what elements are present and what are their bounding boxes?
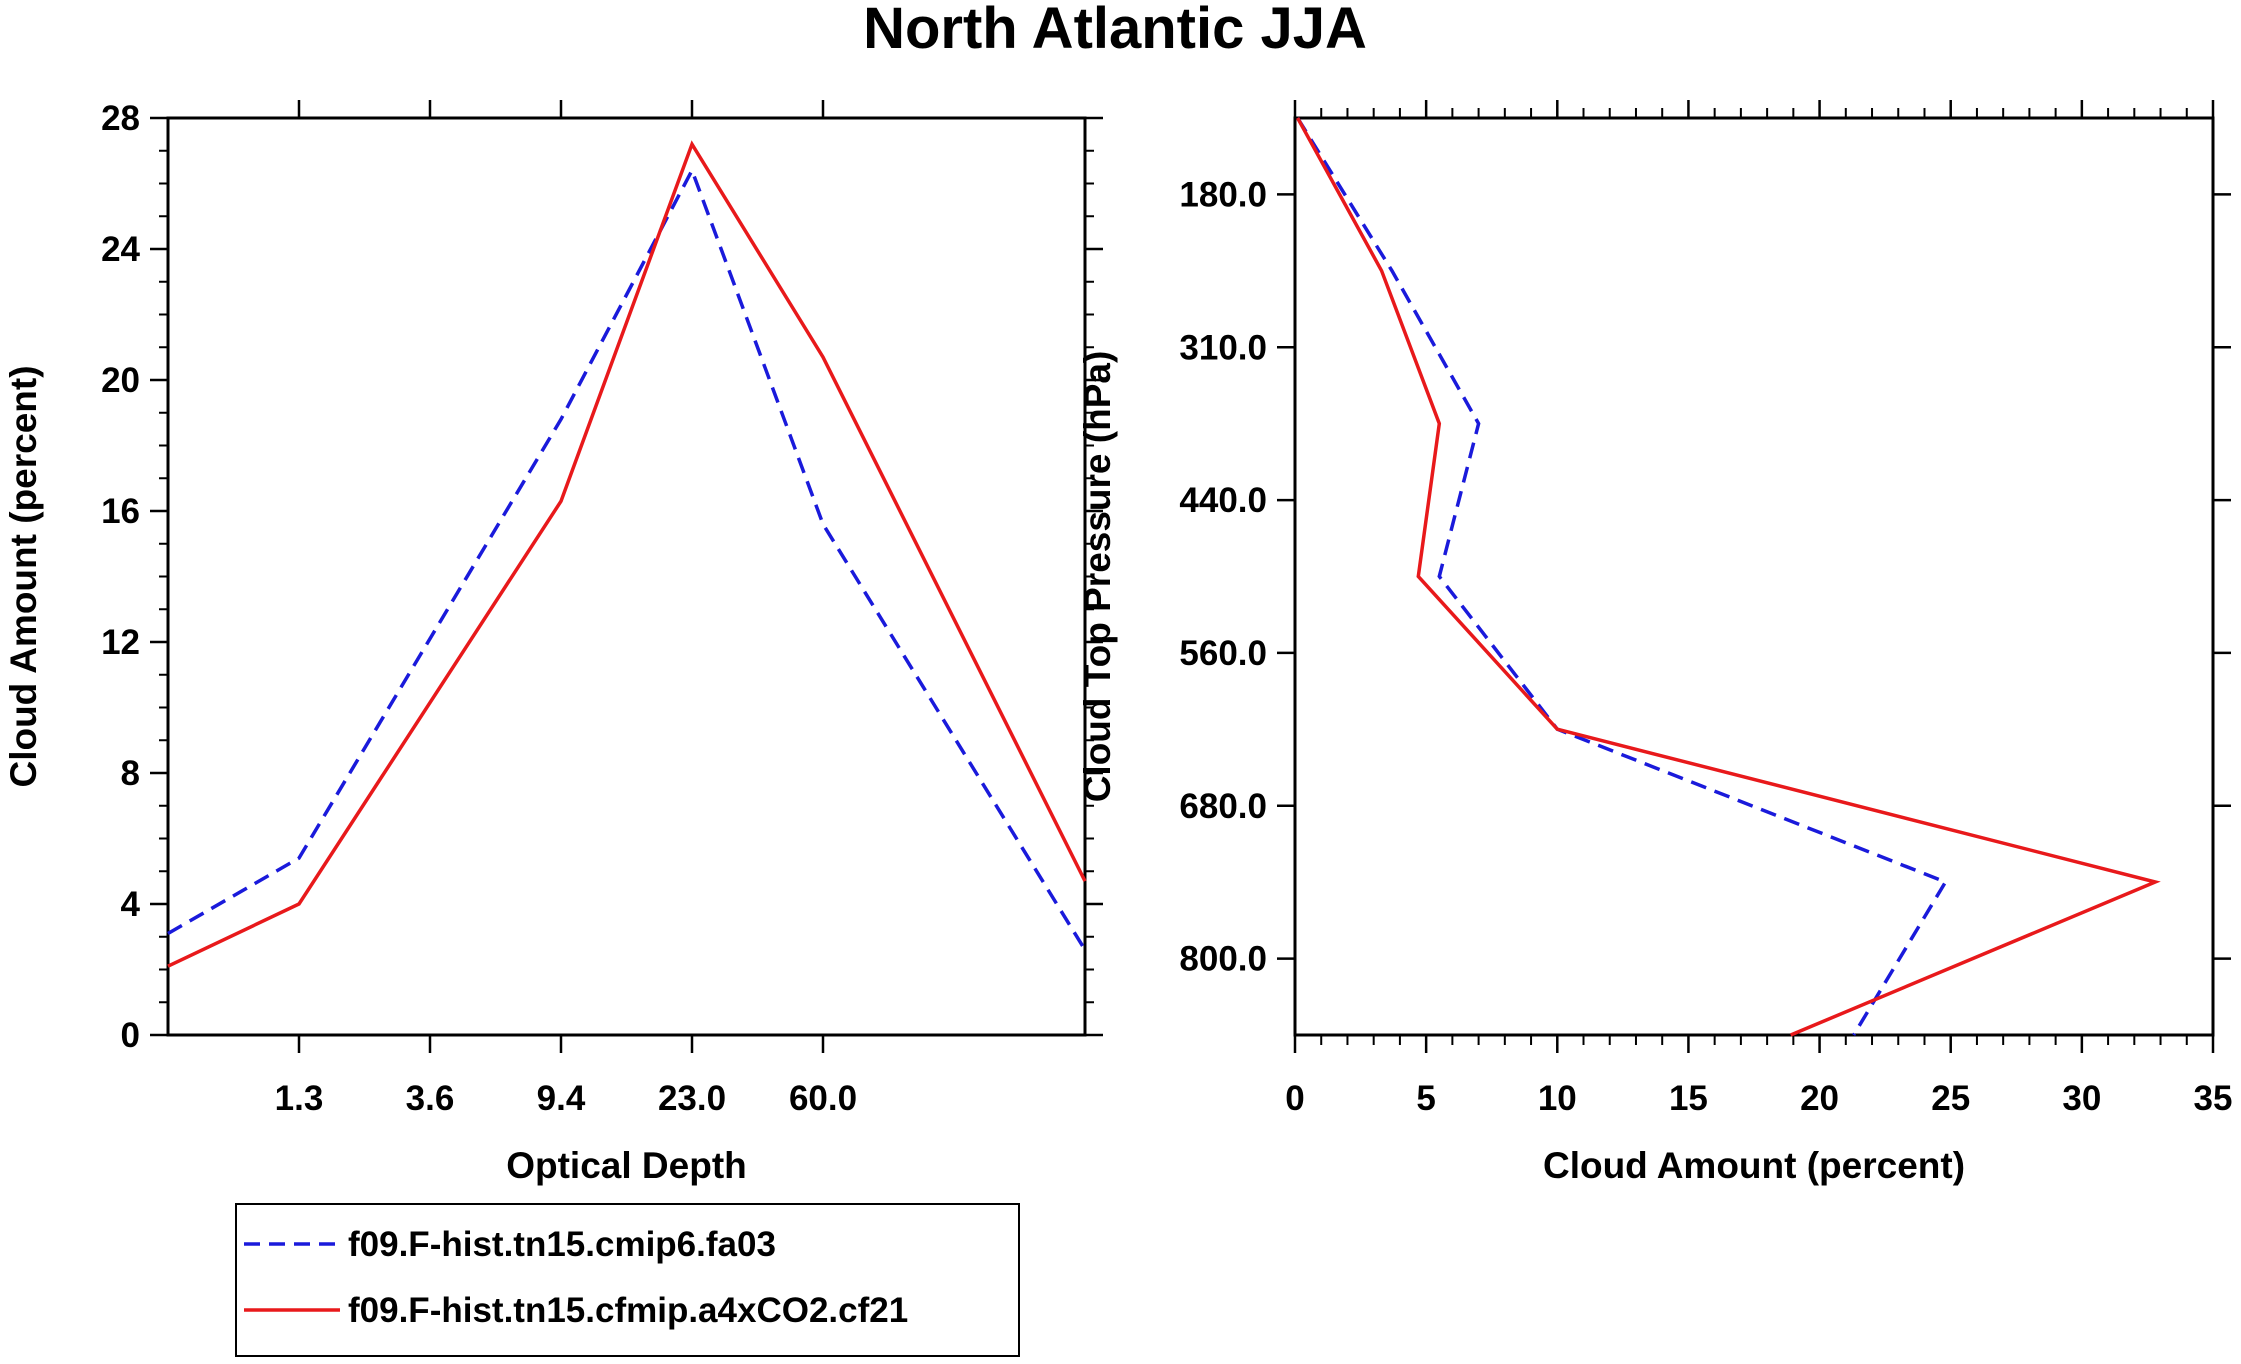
right-y-axis-label: Cloud Top Pressure (hPa) — [1077, 351, 1118, 803]
left-x-axis-label: Optical Depth — [506, 1145, 747, 1186]
right-series-line-2 — [1296, 117, 2161, 1037]
left-y-tick-label: 28 — [101, 99, 140, 138]
right-y-tick-label: 180.0 — [1179, 175, 1267, 214]
right-y-tick-label: 440.0 — [1179, 481, 1267, 520]
left-y-tick-label: 0 — [121, 1016, 140, 1055]
right-y-tick-label: 560.0 — [1179, 634, 1267, 673]
right-x-tick-label: 35 — [2194, 1079, 2233, 1118]
legend-label-series-1: f09.F-hist.tn15.cmip6.fa03 — [348, 1225, 776, 1264]
left-y-tick-label: 16 — [101, 492, 140, 531]
left-x-tick-label: 1.3 — [275, 1079, 324, 1118]
right-x-tick-label: 20 — [1800, 1079, 1839, 1118]
right-plot-frame — [1293, 116, 2215, 1037]
left-x-tick-label: 9.4 — [537, 1079, 586, 1118]
left-y-tick-label: 8 — [121, 754, 140, 793]
right-x-tick-label: 5 — [1416, 1079, 1435, 1118]
left-panel: 0 4 8 12 16 20 24 28 1.3 3.6 9.4 23.0 60.0 Optical De… — [3, 99, 1103, 1186]
left-y-axis-label: Cloud Amount (percent) — [3, 365, 44, 787]
left-x-tick-label: 60.0 — [789, 1079, 857, 1118]
right-series-line-1 — [1296, 117, 1949, 1036]
legend-box — [235, 1203, 1020, 1357]
legend-label-series-2: f09.F-hist.tn15.cfmip.a4xCO2.cf21 — [348, 1291, 908, 1330]
right-x-tick-label: 25 — [1931, 1079, 1970, 1118]
left-series-line-1 — [167, 166, 1087, 951]
left-x-tick-label: 3.6 — [406, 1079, 455, 1118]
left-series-line-2 — [167, 140, 1087, 968]
right-x-tick-label: 15 — [1669, 1079, 1708, 1118]
right-x-axis-label: Cloud Amount (percent) — [1543, 1145, 1965, 1186]
left-y-tick-label: 20 — [101, 361, 140, 400]
right-y-tick-label: 800.0 — [1179, 940, 1267, 979]
left-plot-frame — [166, 116, 1087, 1037]
right-y-tick-label: 310.0 — [1179, 328, 1267, 367]
left-x-tick-label: 23.0 — [658, 1079, 726, 1118]
right-x-tick-label: 0 — [1285, 1079, 1304, 1118]
legend: f09.F-hist.tn15.cmip6.fa03 f09.F-hist.tn… — [235, 1203, 1020, 1357]
left-y-tick-label: 4 — [121, 885, 141, 924]
left-y-tick-label: 24 — [101, 230, 140, 269]
chart-title: North Atlantic JJA — [863, 0, 1367, 61]
right-panel: 0 5 10 15 20 25 30 35 180.0 310.0 440.0 560.0 680.0 8… — [1077, 100, 2232, 1186]
right-x-tick-label: 30 — [2062, 1079, 2101, 1118]
left-y-tick-label: 12 — [101, 623, 140, 662]
right-x-tick-label: 10 — [1538, 1079, 1577, 1118]
right-y-tick-label: 680.0 — [1179, 787, 1267, 826]
